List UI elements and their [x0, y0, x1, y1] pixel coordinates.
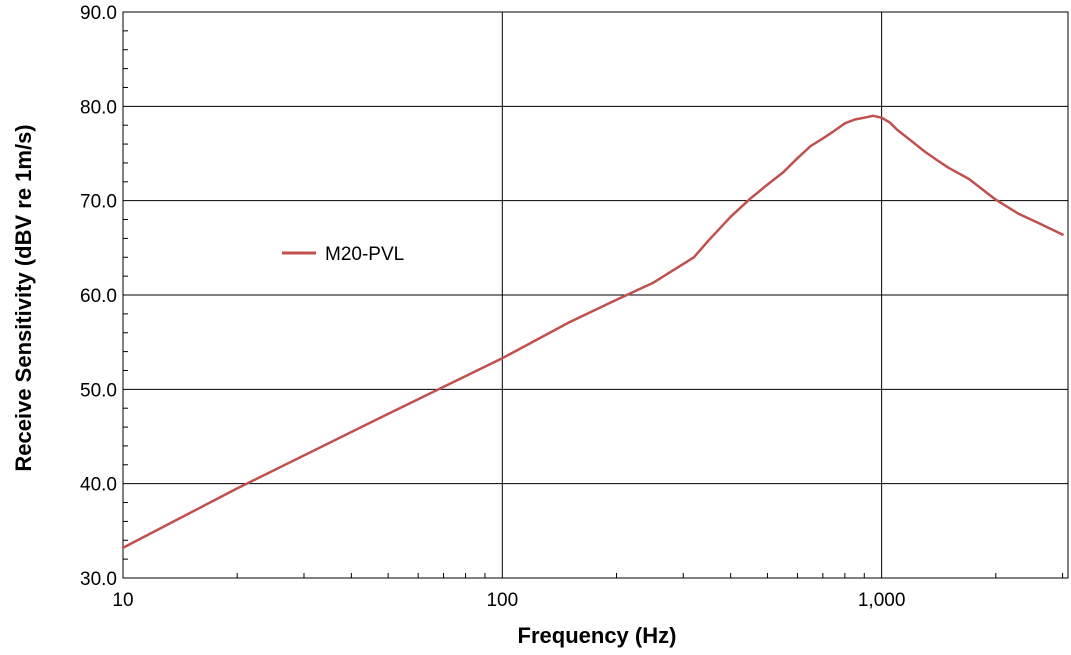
y-tick-label: 60.0	[80, 286, 117, 307]
y-tick-label: 80.0	[80, 97, 117, 118]
y-tick-label: 40.0	[80, 475, 117, 496]
series-line-m20-pvl	[121, 114, 1064, 550]
y-tick-label: 50.0	[80, 380, 117, 401]
series-layer	[121, 114, 1064, 550]
legend: M20-PVL	[282, 244, 404, 265]
minor-ticks	[123, 30, 1064, 578]
y-tick-labels: 30.0 40.0 50.0 60.0 70.0 80.0 90.0	[80, 3, 117, 590]
x-axis-title: Frequency (Hz)	[518, 623, 677, 648]
legend-label-m20-pvl: M20-PVL	[325, 244, 404, 265]
x-tick-label: 100	[486, 590, 518, 611]
x-tick-label: 1,000	[858, 590, 906, 611]
plot-frame	[122, 11, 1069, 579]
y-tick-label: 90.0	[80, 3, 117, 24]
y-tick-label: 30.0	[80, 569, 117, 590]
x-tick-labels: 10 100 1,000	[112, 590, 905, 611]
x-tick-label: 10	[112, 590, 133, 611]
y-tick-label: 70.0	[80, 192, 117, 213]
y-axis-title: Receive Sensitivity (dBV re 1m/s)	[11, 124, 36, 471]
grid-lines	[122, 11, 1068, 579]
